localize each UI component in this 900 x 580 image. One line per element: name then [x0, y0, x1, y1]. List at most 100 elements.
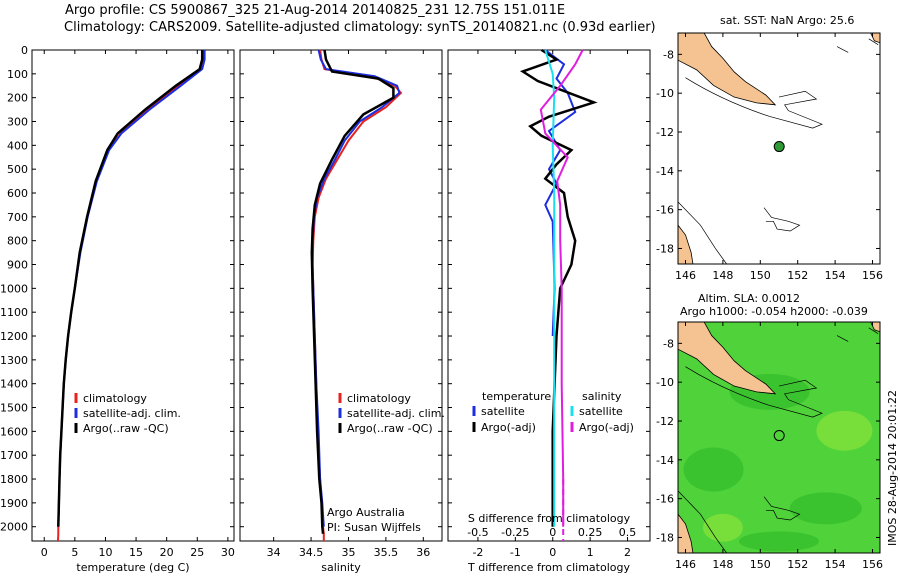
sla-patch — [702, 513, 743, 542]
x-tick-label: 36 — [416, 546, 430, 559]
map-y-tick-label: -16 — [656, 204, 674, 217]
map-y-tick-label: -18 — [656, 531, 674, 544]
legend-label: Argo(..raw -QC) — [347, 422, 433, 435]
map-x-tick-label: 148 — [712, 269, 733, 282]
y-tick-label: 700 — [7, 211, 28, 224]
y-tick-label: 1200 — [0, 330, 28, 343]
x-tick-label: 35 — [341, 546, 355, 559]
map_sla-group: 146 148 150 152 154 156 -8 -10 -12 -14 -16 -18 — [656, 321, 883, 571]
legend-label: climatology — [347, 392, 411, 405]
legend-title-temperature: temperature — [482, 390, 551, 403]
s-axis-label: S difference from climatology — [468, 512, 631, 525]
map-x-tick-label: 156 — [862, 269, 883, 282]
timestamp: IMOS 28-Aug-2014 20:01:22 — [886, 390, 899, 546]
x-tick-label: 15 — [129, 546, 143, 559]
map-y-tick-label: -10 — [656, 376, 674, 389]
y-tick-label: 900 — [7, 259, 28, 272]
map-x-tick-label: 154 — [825, 269, 846, 282]
sla-map-title-1: Altim. SLA: 0.0012 — [698, 292, 801, 305]
reef-outline — [685, 77, 823, 129]
series-line-argo — [310, 49, 395, 534]
map-y-tick-label: -8 — [663, 48, 674, 61]
y-tick-label: 200 — [7, 92, 28, 105]
legend-label: satellite — [579, 405, 623, 418]
annotation-line-1: Argo Australia — [327, 506, 405, 519]
sla-patch — [683, 447, 744, 492]
y-tick-label: 600 — [7, 187, 28, 200]
y-tick-label: 1000 — [0, 282, 28, 295]
map-y-tick-label: -16 — [656, 493, 674, 506]
x-tick-label: 2 — [624, 546, 631, 559]
x-tick-label: 34 — [267, 546, 281, 559]
y-tick-label: 500 — [7, 163, 28, 176]
y-tick-label: 1900 — [0, 497, 28, 510]
x-tick-label: -1 — [510, 546, 521, 559]
series-line-salinity-satellite — [544, 49, 556, 527]
y-tick-label: 0 — [21, 44, 28, 57]
y-tick-label: 1300 — [0, 354, 28, 367]
s-tick-label: 0.5 — [619, 526, 637, 539]
legend-label: satellite — [481, 405, 525, 418]
s-tick-label: -0.5 — [467, 526, 488, 539]
legend-label: satellite-adj. clim. — [83, 407, 181, 420]
x-tick-label: 20 — [160, 546, 174, 559]
reef-outline — [836, 38, 879, 53]
x-tick-label: -2 — [472, 546, 483, 559]
y-tick-label: 2000 — [0, 521, 28, 534]
y-tick-label: 100 — [7, 68, 28, 81]
sla-patch — [789, 492, 862, 525]
annotation-line-2: PI: Susan Wijffels — [327, 521, 421, 534]
series-line-temperature-argo — [519, 48, 598, 527]
x-tick-label: 34.5 — [299, 546, 324, 559]
legend-label: Argo(..raw -QC) — [83, 422, 169, 435]
map-x-tick-label: 146 — [675, 269, 696, 282]
reef-outline — [836, 327, 879, 342]
x-axis-label: temperature (deg C) — [76, 561, 189, 574]
y-tick-label: 1800 — [0, 473, 28, 486]
x-tick-label: 30 — [221, 546, 235, 559]
legend-title-salinity: salinity — [582, 390, 622, 403]
x-tick-label: 5 — [71, 546, 78, 559]
y-tick-label: 1700 — [0, 449, 28, 462]
map-x-tick-label: 146 — [675, 558, 696, 571]
legend-label: satellite-adj. clim. — [347, 407, 445, 420]
map-x-tick-label: 148 — [712, 558, 733, 571]
x-axis-label: T difference from climatology — [467, 561, 630, 574]
legend-label: Argo(-adj) — [579, 421, 634, 434]
map-y-tick-label: -18 — [656, 242, 674, 255]
land-new-guinea — [677, 321, 777, 395]
header-line-2: Climatology: CARS2009. Satellite-adjuste… — [64, 20, 656, 35]
map-y-tick-label: -12 — [656, 126, 674, 139]
x-tick-label: 10 — [98, 546, 112, 559]
y-tick-label: 400 — [7, 139, 28, 152]
x-axis-label: salinity — [321, 561, 361, 574]
map-y-tick-label: -14 — [656, 454, 674, 467]
legend-label: Argo(-adj) — [481, 421, 536, 434]
plot-frame-salinity — [239, 49, 443, 542]
y-tick-label: 800 — [7, 235, 28, 248]
reef-outline — [677, 490, 727, 554]
reef-outline — [763, 496, 801, 521]
sst-map-title: sat. SST: NaN Argo: 25.6 — [720, 14, 855, 27]
y-tick-label: 1600 — [0, 425, 28, 438]
plot-frame-difference — [447, 49, 651, 542]
y-tick-label: 1400 — [0, 378, 28, 391]
argo-position-marker — [773, 430, 785, 442]
sla-patch — [816, 410, 873, 451]
x-tick-label: 25 — [190, 546, 204, 559]
header-line-1: Argo profile: CS 5900867_325 21-Aug-2014… — [65, 3, 566, 18]
map-x-tick-label: 150 — [750, 558, 771, 571]
map-x-tick-label: 152 — [787, 269, 808, 282]
y-tick-label: 1500 — [0, 402, 28, 415]
series-line-argo — [57, 50, 204, 527]
reef-outline — [763, 207, 801, 232]
y-tick-label: 1100 — [0, 306, 28, 319]
map-x-tick-label: 156 — [862, 558, 883, 571]
map-y-tick-label: -8 — [663, 337, 674, 350]
x-tick-label: 35.5 — [374, 546, 399, 559]
x-tick-label: 0 — [41, 546, 48, 559]
reef-outline — [677, 201, 727, 265]
sla-map-title-2: Argo h1000: -0.054 h2000: -0.039 — [680, 305, 868, 318]
s-tick-label: 0.25 — [578, 526, 603, 539]
